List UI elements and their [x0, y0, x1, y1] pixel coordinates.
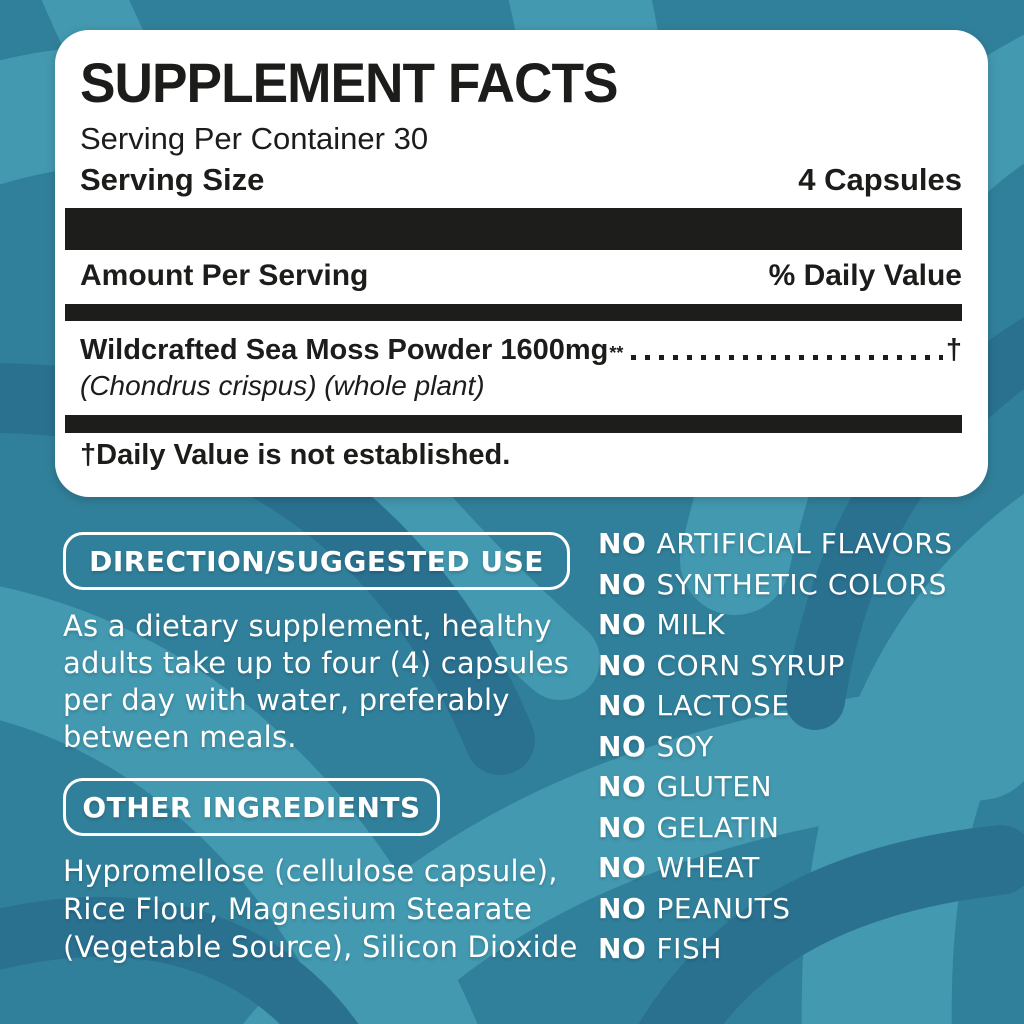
- directions-heading: DIRECTION/SUGGESTED USE: [89, 544, 544, 578]
- ingredient-name: Wildcrafted Sea Moss Powder 1600mg: [80, 334, 609, 367]
- daily-value-header: % Daily Value: [768, 259, 962, 293]
- ingredient-row: Wildcrafted Sea Moss Powder 1600mg ** †: [80, 334, 962, 367]
- other-ingredients-heading-box: OTHER INGREDIENTS: [63, 778, 440, 836]
- servings-per-container: Serving Per Container 30: [80, 121, 429, 157]
- no-claim-item: NO PEANUTS: [598, 891, 791, 925]
- table-header-row: Amount Per Serving % Daily Value: [80, 259, 962, 293]
- divider-bar-bottom: [65, 415, 962, 434]
- other-ingredients-heading: OTHER INGREDIENTS: [82, 790, 421, 824]
- left-column: DIRECTION/SUGGESTED USE As a dietary sup…: [63, 532, 593, 966]
- other-ingredients-text: Hypromellose (cellulose capsule), Rice F…: [63, 854, 578, 964]
- serving-size-row: Serving Size 4 Capsules: [80, 162, 962, 198]
- ingredient-asterisks: **: [609, 343, 624, 364]
- directions-heading-box: DIRECTION/SUGGESTED USE: [63, 532, 570, 590]
- daily-value-footnote: †Daily Value is not established.: [80, 439, 511, 472]
- no-claim-item: NO FISH: [598, 932, 723, 965]
- supplement-facts-panel: SUPPLEMENT FACTS Serving Per Container 3…: [55, 30, 988, 497]
- divider-bar-thick: [65, 208, 962, 251]
- dot-leader: [631, 355, 943, 361]
- no-claim-item: NO WHEAT: [598, 851, 760, 884]
- botanical-name: (Chondrus crispus) (whole plant): [80, 370, 485, 402]
- directions-text: As a dietary supplement, healthy adults …: [63, 609, 570, 754]
- amount-per-serving-header: Amount Per Serving: [80, 259, 369, 293]
- no-claim-item: NO ARTIFICIAL FLAVORS: [598, 527, 953, 560]
- divider-bar-mid: [65, 304, 962, 322]
- no-claim-item: NO MILK: [598, 608, 726, 641]
- no-claim-item: NO LACTOSE: [598, 689, 790, 722]
- no-claims-list: NO ARTIFICIAL FLAVORS NO SYNTHETIC COLORS …: [598, 524, 1018, 970]
- panel-title: SUPPLEMENT FACTS: [80, 51, 618, 114]
- serving-size-label: Serving Size: [80, 162, 265, 198]
- no-claim-item: NO GELATIN: [598, 810, 780, 844]
- serving-size-value: 4 Capsules: [798, 162, 962, 198]
- no-claim-item: NO GLUTEN: [598, 770, 773, 803]
- no-claim-item: NO SOY: [598, 729, 714, 763]
- no-claim-item: NO CORN SYRUP: [598, 648, 846, 682]
- daily-value-symbol: †: [945, 334, 962, 367]
- no-claim-item: NO SYNTHETIC COLORS: [598, 567, 947, 601]
